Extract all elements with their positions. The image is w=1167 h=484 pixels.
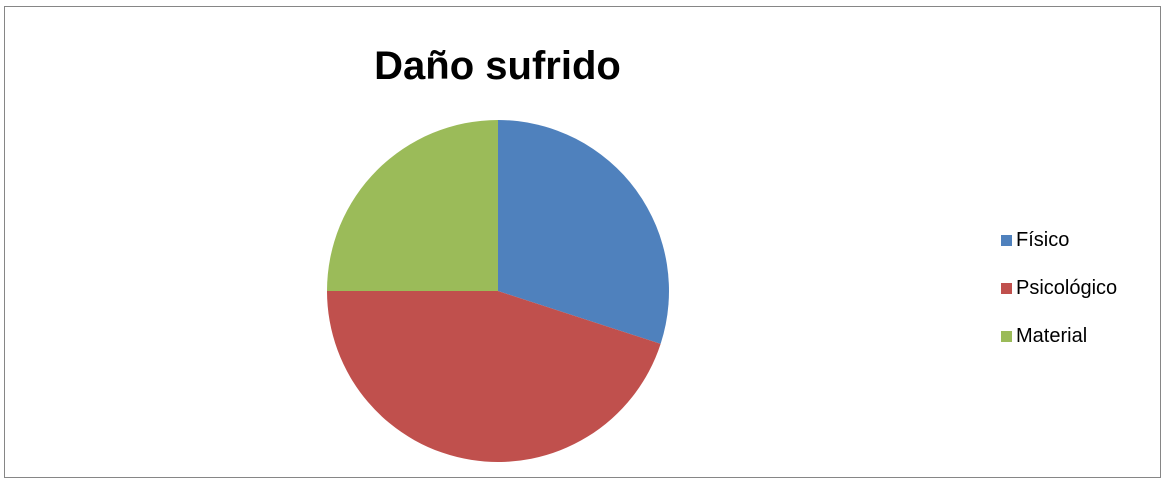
pie-slice-material: [327, 120, 498, 291]
pie-slice-fisico: [498, 120, 669, 344]
pie-slice-psicologico: [327, 291, 661, 462]
legend: Físico Psicológico Material: [1001, 228, 1151, 372]
legend-swatch: [1001, 330, 1012, 342]
legend-label: Psicológico: [1016, 276, 1118, 299]
legend-item-fisico: Físico: [1001, 228, 1151, 252]
chart-title: Daño sufrido: [374, 44, 621, 88]
legend-label: Material: [1016, 324, 1088, 347]
legend-label: Físico: [1016, 228, 1070, 251]
legend-swatch: [1001, 234, 1012, 246]
legend-item-psicologico: Psicológico: [1001, 276, 1151, 300]
legend-swatch: [1001, 282, 1012, 294]
legend-item-material: Material: [1001, 324, 1151, 348]
